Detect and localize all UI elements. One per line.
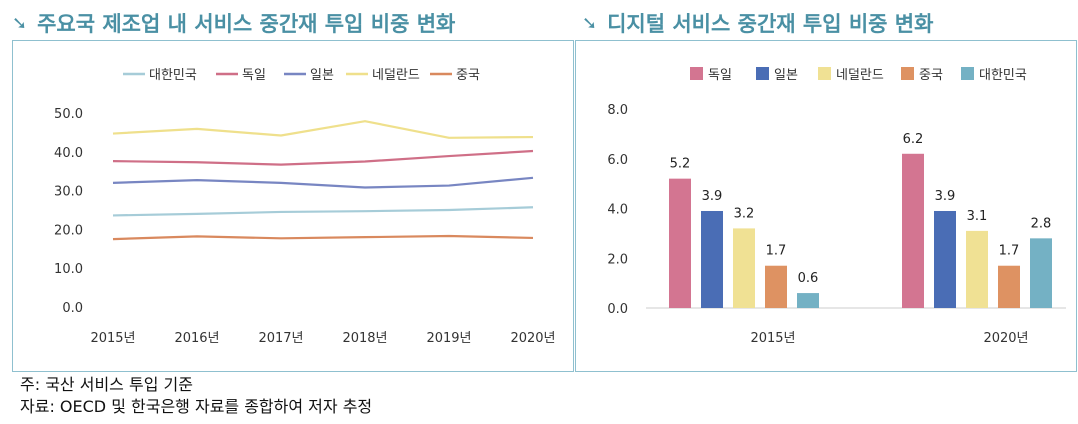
legend-label: 대한민국 — [979, 68, 1027, 83]
bar-value-label: 6.2 — [903, 132, 924, 147]
note-line-2: 자료: OECD 및 한국은행 자료를 종합하여 저자 추정 — [20, 397, 373, 416]
bar-chart-panel: 0.0 2.0 4.0 6.0 8.0 2015년 2020년 독일 일본 네덜란드 중국 대한민국 5… — [575, 40, 1077, 372]
y-tick-label: 20.0 — [54, 223, 83, 238]
bar-japan_bar — [934, 210, 956, 308]
legend-swatch — [901, 67, 914, 80]
y-tick-label: 8.0 — [607, 103, 628, 118]
right-panel-title-text: 디지털 서비스 중간재 투입 비중 변화 — [607, 12, 934, 36]
left-panel-title: ➘ 주요국 제조업 내 서비스 중간재 투입 비중 변화 — [12, 8, 455, 38]
notes: 주: 국산 서비스 투입 기준 자료: OECD 및 한국은행 자료를 종합하여… — [20, 374, 372, 418]
bar-china — [998, 265, 1020, 308]
line-chart: 0.0 10.0 20.0 30.0 40.0 50.0 2015년 2016년 2017년 20… — [54, 68, 555, 346]
bar-china — [765, 265, 787, 308]
bar-netherlands — [733, 228, 755, 308]
series-line-netherlands — [112, 120, 534, 139]
legend-label: 독일 — [242, 68, 266, 83]
x-tick-label: 2018년 — [342, 331, 387, 346]
x-tick-label: 2020년 — [510, 331, 555, 346]
bar-value-label: 0.6 — [798, 271, 819, 286]
y-tick-label: 50.0 — [54, 107, 83, 122]
note-line-1: 주: 국산 서비스 투입 기준 — [20, 375, 193, 394]
x-tick-label: 2016년 — [174, 331, 219, 346]
legend-label: 네덜란드 — [372, 68, 420, 83]
right-panel-title: ➘ 디지털 서비스 중간재 투입 비중 변화 — [582, 8, 933, 38]
legend-swatch — [756, 67, 769, 80]
series-line-germany — [112, 149, 534, 166]
bar-value-label: 2.8 — [1031, 216, 1052, 231]
legend-label: 일본 — [310, 68, 334, 83]
bar-germany — [669, 178, 691, 308]
bar-value-label: 3.1 — [967, 209, 988, 224]
arrow-down-right-icon: ➘ — [582, 12, 598, 34]
y-tick-label: 2.0 — [607, 252, 628, 267]
x-tick-label: 2020년 — [983, 331, 1028, 346]
y-tick-label: 6.0 — [607, 153, 628, 168]
legend-swatch — [961, 67, 974, 80]
y-tick-label: 40.0 — [54, 146, 83, 161]
left-panel-title-text: 주요국 제조업 내 서비스 중간재 투입 비중 변화 — [37, 12, 456, 36]
x-tick-label: 2015년 — [90, 331, 135, 346]
y-tick-label: 4.0 — [607, 203, 628, 218]
bar-value-label: 1.7 — [766, 244, 787, 259]
x-tick-label: 2019년 — [426, 331, 471, 346]
legend-label: 독일 — [708, 68, 732, 83]
series-line-china — [112, 234, 534, 241]
legend-label: 중국 — [919, 68, 943, 83]
legend-label: 일본 — [774, 68, 798, 83]
legend-label: 중국 — [456, 68, 480, 83]
y-tick-label: 0.0 — [607, 302, 628, 317]
bar-chart: 0.0 2.0 4.0 6.0 8.0 2015년 2020년 독일 일본 네덜란드 중국 대한민국 5… — [607, 67, 1066, 346]
bar-value-label: 3.9 — [702, 189, 723, 204]
arrow-down-right-icon: ➘ — [12, 12, 28, 34]
series-line-japan — [112, 176, 534, 189]
legend-swatch — [818, 67, 831, 80]
bar-germany — [902, 153, 924, 308]
legend-label: 대한민국 — [149, 68, 197, 83]
line-chart-panel: 0.0 10.0 20.0 30.0 40.0 50.0 2015년 2016년 2017년 20… — [12, 40, 574, 372]
bar-netherlands — [966, 230, 988, 308]
bar-value-label: 3.9 — [935, 189, 956, 204]
bar-value-label: 1.7 — [999, 244, 1020, 259]
legend-swatch — [690, 67, 703, 80]
x-tick-label: 2015년 — [750, 331, 795, 346]
bar-korea_bar — [1030, 238, 1052, 308]
legend-label: 네덜란드 — [836, 68, 884, 83]
y-tick-label: 10.0 — [54, 262, 83, 277]
y-tick-label: 30.0 — [54, 185, 83, 200]
bar-value-label: 5.2 — [670, 157, 691, 172]
x-tick-label: 2017년 — [258, 331, 303, 346]
bar-japan_bar — [701, 210, 723, 308]
y-tick-label: 0.0 — [62, 301, 83, 316]
series-line-korea — [112, 206, 534, 217]
bar-value-label: 3.2 — [734, 206, 755, 221]
bar-korea_bar — [797, 293, 819, 308]
